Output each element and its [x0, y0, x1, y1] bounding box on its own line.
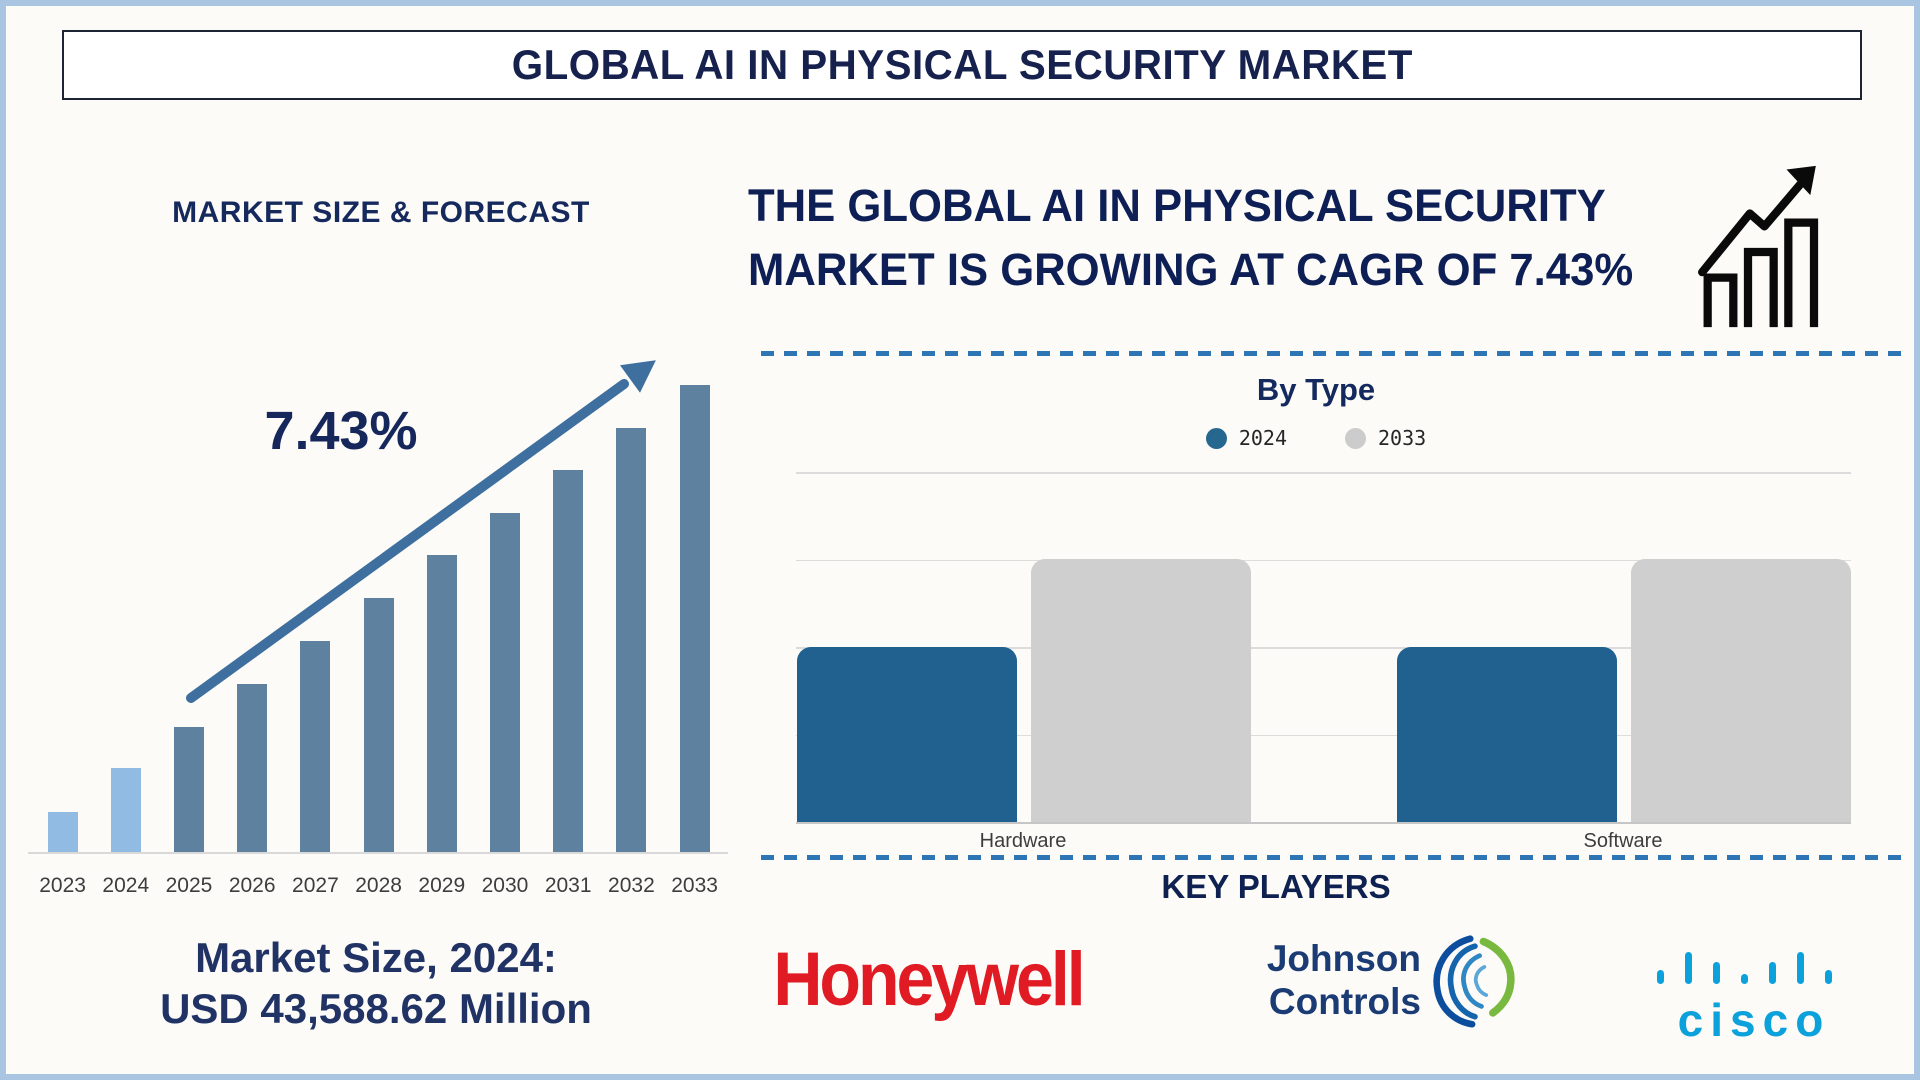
forecast-bar-slot — [600, 354, 663, 854]
headline: THE GLOBAL AI IN PHYSICAL SECURITY MARKE… — [748, 174, 1670, 302]
johnson-controls-globe-icon — [1433, 935, 1515, 1028]
forecast-bar-2024 — [110, 768, 141, 852]
trend-arrow-icon — [186, 360, 656, 703]
by-type-baseline — [796, 822, 1851, 824]
forecast-bar-slot — [157, 354, 220, 854]
bar-hardware-2024 — [797, 647, 1017, 822]
gridline — [796, 472, 1851, 474]
year-label-2032: 2032 — [608, 874, 655, 897]
forecast-bar-2033 — [679, 385, 710, 852]
dashed-divider-top — [761, 351, 1911, 356]
legend-item-2024: 2024 — [1205, 426, 1287, 450]
gridline — [796, 734, 1851, 736]
legend-dot-2033 — [1345, 427, 1366, 449]
key-players-title: KEY PLAYERS — [1161, 868, 1391, 905]
year-label-2023: 2023 — [39, 874, 86, 897]
forecast-bar-2032 — [616, 428, 647, 852]
category-label-software: Software — [1583, 830, 1663, 852]
forecast-baseline — [28, 852, 728, 854]
gridline — [796, 559, 1851, 561]
forecast-bar-2023 — [47, 812, 78, 852]
by-type-legend: 2024 2033 — [761, 426, 1871, 450]
year-label-2030: 2030 — [481, 874, 529, 897]
bar-software-2033 — [1631, 559, 1851, 822]
legend-item-2033: 2033 — [1345, 426, 1426, 450]
title-box: GLOBAL AI IN PHYSICAL SECURITY MARKET — [62, 30, 1862, 100]
forecast-bar-2028 — [363, 598, 394, 852]
forecast-bar-slot — [537, 354, 600, 854]
by-type-chart — [796, 472, 1851, 824]
forecast-bar-2026 — [237, 684, 268, 852]
market-size-line2: USD 43,588.62 Million — [160, 985, 592, 1033]
forecast-bar-slot — [221, 354, 284, 854]
year-label-2031: 2031 — [544, 874, 592, 897]
category-label-hardware: Hardware — [979, 830, 1067, 852]
forecast-bar-slot — [94, 354, 157, 854]
market-size-text: Market Size, 2024: USD 43,588.62 Million — [46, 932, 706, 1034]
forecast-bar-2029 — [426, 555, 457, 852]
forecast-bar-slot — [284, 354, 347, 854]
legend-label-2033: 2033 — [1378, 426, 1427, 450]
johnson-controls-logo: Johnson Controls — [1221, 934, 1521, 1028]
bar-hardware-2033 — [1031, 559, 1251, 822]
forecast-bar-2025 — [173, 727, 204, 852]
forecast-bar-2031 — [553, 470, 584, 852]
forecast-bar-2030 — [489, 513, 520, 852]
year-label-2028: 2028 — [355, 874, 402, 897]
forecast-bar-2027 — [300, 641, 331, 852]
cisco-logo: cisco — [1634, 944, 1874, 1047]
by-type-title: By Type — [1256, 372, 1376, 407]
year-label-2029: 2029 — [418, 874, 466, 897]
market-size-forecast-title: MARKET SIZE & FORECAST — [172, 196, 590, 229]
market-size-line1: Market Size, 2024: — [195, 934, 557, 981]
legend-dot-2024 — [1205, 427, 1227, 449]
dashed-divider-bottom — [761, 855, 1911, 860]
forecast-bar-slot — [473, 354, 536, 854]
growth-chart-icon — [1698, 165, 1819, 328]
year-label-2024: 2024 — [102, 874, 150, 897]
legend-label-2024: 2024 — [1238, 426, 1287, 450]
forecast-chart — [31, 354, 727, 854]
forecast-bar-slot — [663, 354, 726, 854]
forecast-bar-slot — [410, 354, 473, 854]
bar-software-2024 — [1397, 647, 1617, 822]
forecast-year-axis: 2023 2024 2025 2026 2027 2028 2029 2030 2031 2032… — [31, 874, 727, 904]
page-title: GLOBAL AI IN PHYSICAL SECURITY MARKET — [511, 41, 1413, 88]
headline-line2: MARKET IS GROWING AT CAGR OF 7.43% — [748, 243, 1634, 295]
johnson-controls-wordmark: Johnson Controls — [1266, 938, 1421, 1022]
year-label-2027: 2027 — [292, 874, 339, 897]
year-label-2025: 2025 — [165, 874, 213, 897]
headline-line1: THE GLOBAL AI IN PHYSICAL SECURITY — [748, 180, 1606, 231]
cisco-bars-icon — [1657, 952, 1832, 984]
forecast-bar-slot — [31, 354, 94, 854]
year-label-2026: 2026 — [228, 874, 276, 897]
gridline — [796, 647, 1851, 649]
cisco-wordmark: cisco — [1677, 994, 1831, 1046]
forecast-bar-slot — [347, 354, 410, 854]
year-label-2033: 2033 — [671, 874, 718, 897]
cagr-annotation: 7.43% — [264, 401, 418, 461]
honeywell-logo: Honeywell — [773, 936, 1085, 1022]
